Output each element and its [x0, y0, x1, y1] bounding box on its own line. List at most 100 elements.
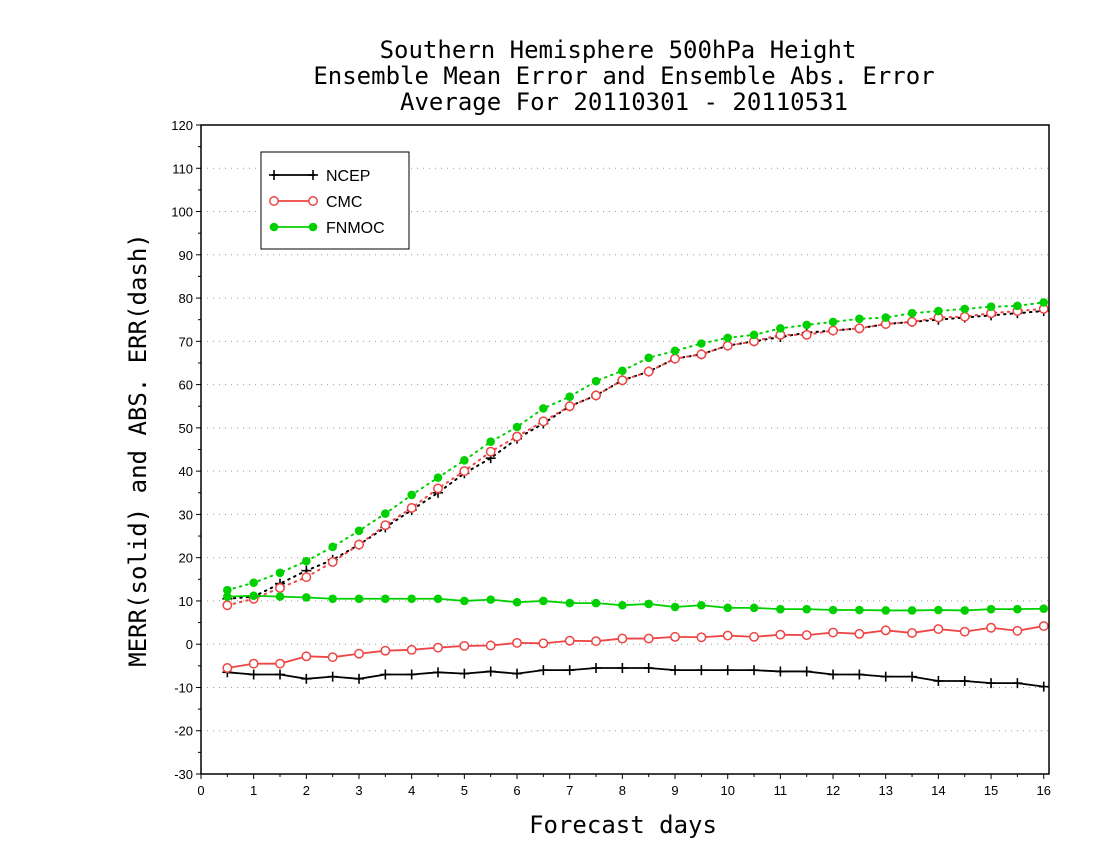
fnmoc-abs-error-point	[776, 324, 785, 333]
cmc-abs-error-point	[722, 340, 733, 351]
cmc-mean-error-point	[485, 640, 496, 651]
y-tick-label: 80	[179, 291, 193, 306]
x-tick-label: 12	[826, 783, 840, 798]
x-tick-label: 2	[303, 783, 310, 798]
ncep-abs-error-line	[226, 310, 1045, 600]
cmc-abs-error-point	[485, 446, 496, 457]
fnmoc-abs-error-point	[354, 526, 364, 536]
cmc-mean-error-point	[433, 642, 443, 653]
ncep-mean-error-point	[643, 662, 654, 673]
ncep-mean-error-point	[433, 667, 444, 678]
ncep-mean-error-point	[854, 669, 865, 680]
fnmoc-abs-error-point	[486, 437, 495, 447]
fnmoc-abs-error-point	[249, 578, 258, 588]
fnmoc-abs-error-point	[460, 456, 469, 465]
x-tick-label: 13	[878, 783, 892, 798]
grid-lines	[201, 167, 1049, 732]
fnmoc-mean-error-point	[512, 597, 522, 607]
fnmoc-mean-error-point	[1013, 604, 1022, 614]
y-tick-label: 0	[186, 637, 193, 652]
cmc-mean-error-point	[722, 630, 733, 641]
cmc-abs-error-point	[275, 583, 285, 593]
ncep-mean-error-point	[485, 666, 496, 677]
fnmoc-abs-error-point	[407, 490, 416, 500]
y-tick-label: 100	[171, 205, 193, 220]
x-tick-label: 8	[619, 783, 626, 798]
legend-item-fnmoc: FNMOC	[269, 220, 385, 237]
ncep-mean-error-point	[327, 671, 338, 682]
cmc-mean-error-point	[538, 638, 549, 649]
fnmoc-abs-error-point	[223, 585, 232, 595]
x-tick-label: 10	[720, 783, 734, 798]
series-cmc	[222, 303, 1049, 673]
ncep-mean-error-point	[749, 665, 760, 676]
fnmoc-abs-error-point	[1013, 301, 1022, 311]
cmc-mean-error-point	[907, 628, 918, 638]
fnmoc-abs-error-point	[828, 317, 838, 327]
cmc-abs-error-point	[959, 311, 970, 322]
cmc-abs-error-point	[512, 431, 522, 442]
cmc-mean-error-point	[301, 651, 312, 662]
chart-title: Southern Hemisphere 500hPa Height Ensemb…	[313, 36, 934, 116]
fnmoc-mean-error-point	[960, 606, 970, 615]
legend-marker-left	[269, 170, 279, 180]
y-tick-label: -30	[174, 767, 193, 782]
fnmoc-mean-error-line	[227, 594, 1044, 612]
ncep-mean-error-point	[696, 665, 707, 676]
fnmoc-abs-error-point	[855, 314, 864, 324]
fnmoc-abs-error-point	[618, 366, 627, 376]
cmc-mean-error-point	[275, 658, 285, 669]
x-tick-label: 4	[408, 783, 415, 798]
legend: NCEP CMC FNMOC	[260, 151, 410, 250]
legend-marker-right	[308, 196, 318, 206]
fnmoc-mean-error-point	[328, 594, 337, 604]
y-tick-label: -20	[174, 724, 193, 739]
cmc-mean-error-point	[222, 663, 233, 673]
legend-marker-left	[269, 196, 279, 206]
ncep-mean-error-point	[406, 669, 417, 680]
ncep-mean-error-point	[380, 669, 391, 680]
legend-item-cmc: CMC	[269, 194, 362, 211]
ncep-mean-error-point	[512, 668, 523, 679]
y-tick-label: 40	[179, 464, 193, 479]
cmc-mean-error-point	[591, 636, 601, 647]
ncep-mean-error-point	[986, 678, 997, 689]
fnmoc-abs-error-point	[881, 313, 891, 322]
ncep-mean-error-point	[459, 668, 470, 679]
fnmoc-mean-error-point	[670, 602, 680, 612]
ncep-mean-error-point	[775, 666, 786, 677]
cmc-abs-error-point	[828, 325, 838, 336]
cmc-abs-error-point	[617, 375, 628, 386]
fnmoc-mean-error-point	[881, 606, 891, 615]
fnmoc-abs-error-point	[512, 422, 522, 432]
legend-marker-right	[308, 170, 318, 180]
cmc-mean-error-point	[643, 633, 654, 644]
ncep-mean-error-line	[227, 667, 1044, 688]
plot-frame	[200, 124, 1050, 775]
y-tick-label: 30	[179, 507, 193, 522]
cmc-mean-error-line	[227, 625, 1044, 669]
fnmoc-abs-error-point	[697, 339, 706, 348]
x-tick-label: 7	[566, 783, 573, 798]
cmc-mean-error-point	[959, 626, 970, 637]
cmc-mean-error-point	[828, 627, 838, 638]
fnmoc-mean-error-point	[486, 595, 495, 604]
fnmoc-mean-error-point	[275, 592, 285, 601]
fnmoc-abs-error-point	[381, 509, 390, 518]
cmc-abs-error-point	[459, 466, 470, 477]
x-tick-label: 15	[984, 783, 998, 798]
ncep-mean-error-point	[880, 671, 891, 682]
cmc-mean-error-point	[327, 652, 338, 663]
fnmoc-mean-error-point	[302, 593, 311, 602]
ncep-mean-error-point	[907, 671, 918, 682]
y-tick-label: 20	[179, 551, 193, 566]
ncep-mean-error-point	[564, 665, 575, 676]
x-tick-label: 11	[774, 783, 788, 798]
cmc-abs-error-point	[354, 539, 364, 550]
cmc-mean-error-point	[986, 622, 997, 633]
fnmoc-mean-error-point	[934, 605, 943, 615]
y-tick-label: 120	[171, 118, 193, 133]
ncep-mean-error-point	[722, 665, 733, 676]
y-tick-label: -10	[174, 680, 193, 695]
